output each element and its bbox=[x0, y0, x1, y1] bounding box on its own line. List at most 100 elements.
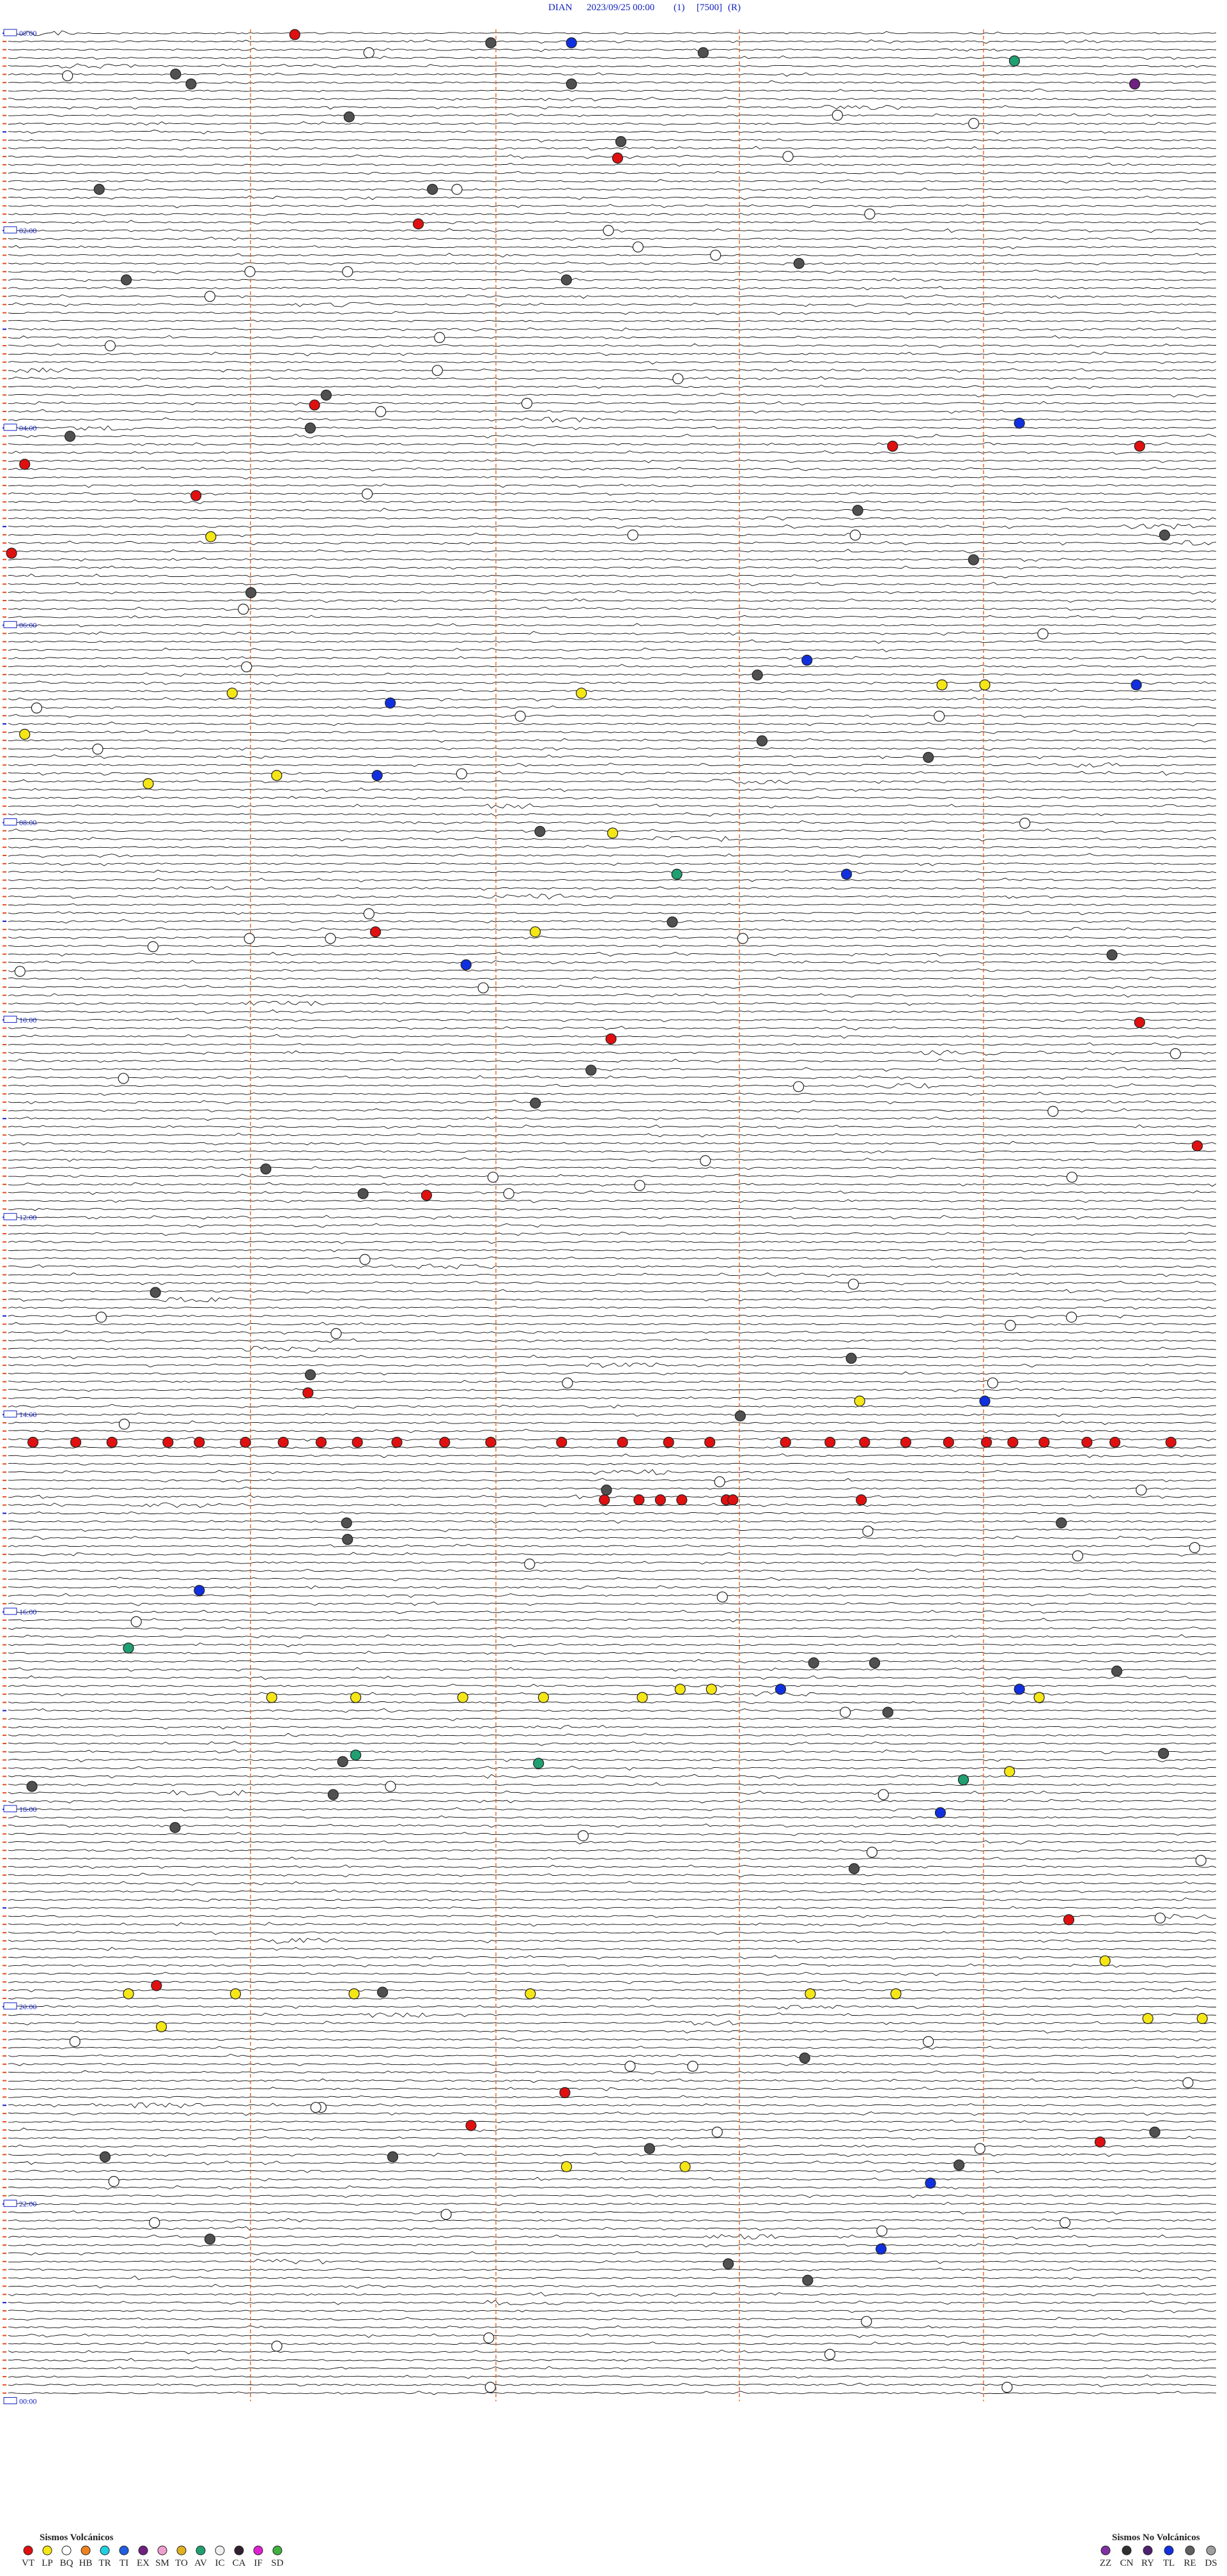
trace bbox=[8, 2144, 1217, 2149]
row-marker bbox=[3, 1693, 6, 1695]
row-marker bbox=[3, 1595, 6, 1597]
event-marker bbox=[634, 1179, 645, 1192]
row-marker bbox=[3, 172, 6, 174]
events bbox=[6, 29, 1208, 2393]
trace bbox=[8, 1486, 1217, 1490]
trace bbox=[8, 30, 1217, 36]
trace bbox=[8, 1009, 1217, 1014]
legend-swatch bbox=[1100, 2545, 1111, 2556]
trace bbox=[8, 1502, 1217, 1508]
trace bbox=[8, 1864, 1217, 1869]
event-marker bbox=[185, 78, 197, 90]
row-marker bbox=[3, 40, 6, 42]
trace bbox=[8, 1790, 1217, 1796]
row-marker bbox=[3, 534, 6, 536]
trace bbox=[8, 492, 1216, 496]
legend-swatch bbox=[1206, 2545, 1216, 2556]
row-marker bbox=[3, 550, 6, 552]
traces bbox=[3, 30, 1217, 2395]
trace bbox=[8, 2087, 1217, 2092]
event-marker bbox=[706, 1683, 717, 1695]
event-marker bbox=[477, 982, 489, 993]
event-marker bbox=[710, 249, 722, 261]
trace bbox=[8, 319, 1217, 323]
time-label: 12:00 bbox=[19, 1213, 36, 1222]
event-marker bbox=[123, 1988, 134, 2000]
row-marker bbox=[3, 443, 6, 445]
event-marker bbox=[226, 687, 238, 699]
row-marker bbox=[3, 394, 6, 396]
row-marker bbox=[3, 2318, 6, 2320]
event-marker bbox=[106, 1436, 118, 1448]
row-marker bbox=[3, 2310, 6, 2312]
row-marker bbox=[3, 1406, 6, 1407]
trace bbox=[8, 631, 1217, 636]
trace bbox=[8, 1272, 1217, 1278]
row-marker bbox=[3, 1126, 6, 1128]
row-marker bbox=[3, 1677, 6, 1678]
event-marker bbox=[605, 1033, 617, 1045]
row-marker bbox=[3, 1117, 6, 1119]
row-marker bbox=[3, 1011, 6, 1013]
trace bbox=[8, 1807, 1217, 1812]
event-marker bbox=[1196, 2012, 1208, 2025]
event-marker bbox=[868, 1657, 881, 1669]
event-marker bbox=[792, 1081, 805, 1092]
row-marker bbox=[3, 2055, 6, 2057]
legend-code: TL bbox=[1163, 2558, 1175, 2568]
row-marker bbox=[3, 1225, 6, 1227]
event-marker bbox=[560, 2161, 573, 2172]
row-marker bbox=[3, 386, 6, 388]
row-marker bbox=[3, 246, 6, 248]
trace bbox=[8, 623, 1217, 627]
trace bbox=[8, 779, 1217, 785]
row-marker bbox=[3, 2343, 6, 2345]
row-marker bbox=[3, 1907, 6, 1909]
trace bbox=[8, 1938, 1217, 1944]
row-marker bbox=[3, 1291, 6, 1292]
trace bbox=[8, 425, 1217, 431]
row-marker bbox=[3, 1792, 6, 1794]
row-marker bbox=[3, 2088, 6, 2090]
trace bbox=[8, 1717, 1217, 1721]
event-marker bbox=[485, 1436, 497, 1448]
trace bbox=[8, 1338, 1217, 1343]
trace bbox=[8, 1149, 1217, 1154]
trace bbox=[8, 1289, 1217, 1294]
row-marker bbox=[3, 1389, 6, 1391]
event-marker bbox=[601, 1484, 612, 1496]
datetime: 2023/09/25 00:00 bbox=[587, 3, 654, 13]
event-marker bbox=[14, 965, 26, 977]
trace bbox=[8, 1478, 1217, 1483]
row-marker bbox=[3, 2195, 6, 2196]
event-marker bbox=[674, 1683, 686, 1695]
row-marker bbox=[3, 592, 6, 594]
event-marker bbox=[700, 1155, 711, 1167]
event-marker bbox=[560, 274, 572, 286]
event-marker bbox=[1008, 55, 1021, 66]
trace bbox=[8, 1306, 1217, 1310]
trace bbox=[8, 1420, 1217, 1425]
trace bbox=[8, 1346, 1217, 1352]
row-marker bbox=[3, 1833, 6, 1835]
end-label: 00:00 bbox=[19, 2397, 36, 2406]
row-marker bbox=[3, 1151, 6, 1153]
row-marker bbox=[3, 1931, 6, 1933]
row-marker bbox=[3, 830, 6, 832]
event-marker bbox=[149, 2217, 160, 2228]
row-marker bbox=[3, 1726, 6, 1728]
event-marker bbox=[99, 2151, 111, 2163]
row-marker bbox=[3, 2186, 6, 2188]
event-marker bbox=[325, 933, 336, 944]
event-marker bbox=[637, 1692, 648, 1703]
trace bbox=[8, 845, 1217, 850]
trace bbox=[8, 367, 1217, 373]
trace bbox=[8, 1765, 1217, 1771]
row-marker bbox=[3, 847, 6, 848]
row-marker bbox=[3, 707, 6, 709]
trace bbox=[8, 179, 1217, 183]
event-marker bbox=[775, 1683, 787, 1695]
trace bbox=[8, 2005, 1216, 2010]
trace bbox=[8, 2078, 1217, 2083]
trace bbox=[8, 1782, 1217, 1786]
